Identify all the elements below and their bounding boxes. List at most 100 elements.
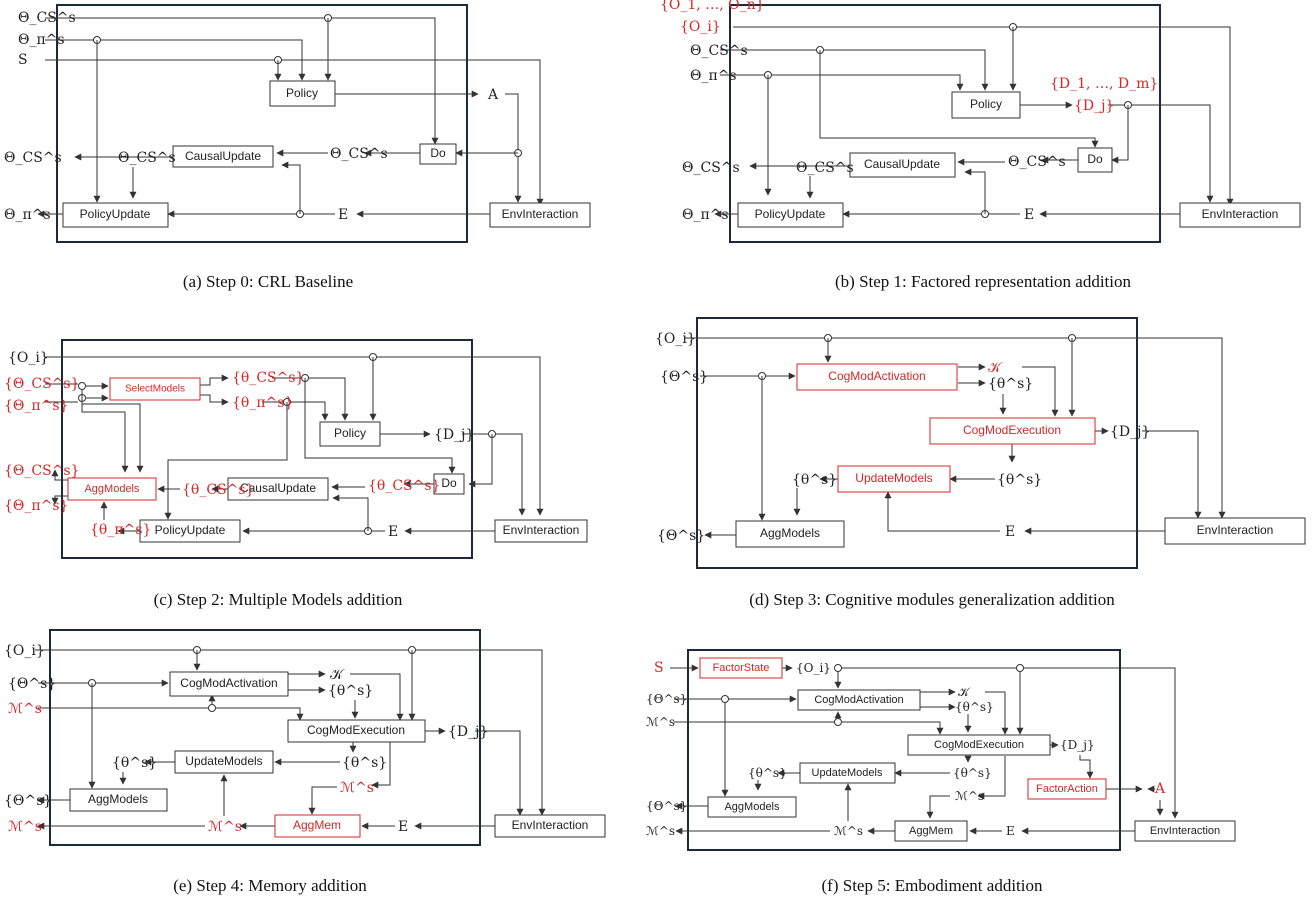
label-o-i: {O_i} (796, 661, 831, 675)
policy-label: Policy (970, 97, 1002, 111)
label-k: 𝒦 (988, 360, 1003, 376)
input-o-i: {O_i} (4, 643, 45, 659)
label-theta-activation: {θ^s} (988, 376, 1033, 392)
cog-mod-execution-box (929, 417, 1096, 445)
output-theta: {Θ^s} (646, 799, 687, 813)
input-theta-pi: Θ_π^s (18, 32, 65, 48)
agg-models-label: AggModels (724, 801, 780, 813)
cog-mod-execution-label: CogModExecution (934, 739, 1024, 751)
label-theta-activation: {θ^s} (955, 700, 994, 714)
env-interaction-box (1134, 820, 1236, 842)
cog-mod-execution-box (907, 734, 1051, 756)
policy-box (951, 91, 1021, 119)
label-theta-cs-select: {θ_CS^s} (232, 370, 304, 386)
agg-mem-label: AggMem (293, 818, 341, 832)
label-e: E (388, 524, 398, 540)
cog-mod-execution-label: CogModExecution (963, 423, 1061, 437)
caption-c: (c) Step 2: Multiple Models addition (154, 590, 403, 609)
caption-f: (f) Step 5: Embodiment addition (822, 876, 1043, 895)
input-theta: {Θ^s} (646, 692, 687, 706)
label-e: E (1005, 524, 1015, 540)
cog-mod-execution-box (287, 719, 426, 743)
label-a: A (1154, 781, 1166, 797)
output-theta-cs: Θ_CS^s (4, 150, 62, 166)
agg-models-box (707, 796, 797, 818)
label-theta-update: {θ^s} (748, 766, 787, 780)
panel-c: SelectModels Policy Do CausalUpdate AggM… (4, 339, 588, 609)
cog-mod-activation-box (796, 363, 958, 391)
update-models-label: UpdateModels (185, 754, 262, 768)
input-o-i: {O_i} (8, 350, 49, 366)
label-theta-update: {θ^s} (112, 755, 157, 771)
label-theta-execution: {θ^s} (997, 472, 1042, 488)
input-memory: ℳ^s (646, 715, 675, 729)
policy-update-box (62, 202, 169, 228)
label-memory-execution: ℳ^s (955, 789, 984, 803)
label-memory-aggmem: ℳ^s (834, 824, 863, 838)
update-models-box (837, 465, 951, 493)
input-memory: ℳ^s (8, 701, 42, 717)
update-models-label: UpdateModels (855, 471, 932, 485)
env-interaction-label: EnvInteraction (1202, 207, 1279, 221)
label-theta-cs-do: {θ_CS^s} (368, 478, 440, 494)
env-interaction-label: EnvInteraction (1150, 825, 1220, 837)
panel-a: Policy Do CausalUpdate PolicyUpdate EnvI… (4, 4, 591, 291)
agg-models-label: AggModels (88, 792, 148, 806)
output-theta-pi: {Θ_π^s} (4, 498, 68, 514)
policy-label: Policy (334, 426, 366, 440)
panel-b-frame (729, 4, 1161, 243)
cog-mod-activation-box (797, 689, 921, 711)
agg-mem-box (274, 814, 361, 838)
causal-update-box (849, 152, 956, 178)
update-models-box (799, 762, 896, 784)
label-theta-pi-select: {θ_π^s} (232, 395, 293, 411)
label-d-j: {D_j} (434, 427, 474, 443)
input-theta-cs: Θ_CS^s (690, 43, 748, 59)
env-interaction-box (494, 814, 606, 838)
label-e: E (338, 207, 348, 223)
update-models-box (174, 750, 274, 774)
label-memory-aggmem: ℳ^s (208, 819, 242, 835)
label-theta-cs-update: Θ_CS^s (796, 160, 854, 176)
agg-models-box (67, 477, 157, 501)
output-theta: {Θ^s} (657, 528, 705, 544)
input-s: S (18, 52, 28, 68)
do-box (1077, 147, 1113, 173)
cog-mod-activation-label: CogModActivation (828, 369, 925, 383)
label-theta-cs-update: {θ_CS^s} (182, 482, 254, 498)
panel-e-frame (49, 629, 481, 846)
label-d-j: {D_j} (1060, 738, 1095, 752)
label-theta-execution: {θ^s} (953, 766, 992, 780)
do-box (433, 473, 465, 495)
env-interaction-box (489, 202, 591, 228)
causal-update-box (227, 477, 329, 501)
causal-update-label: CausalUpdate (185, 149, 261, 163)
label-theta-activation: {θ^s} (328, 683, 373, 699)
output-theta-cs: Θ_CS^s (682, 160, 740, 176)
panel-f-frame (687, 649, 1121, 851)
label-theta-cs-update: Θ_CS^s (118, 150, 176, 166)
output-theta-pi: Θ_π^s (4, 207, 51, 223)
label-k: 𝒦 (330, 667, 345, 683)
input-o-all: {O_1, …, O_n} (660, 0, 765, 13)
input-theta: {Θ^s} (660, 369, 708, 385)
do-label: Do (441, 476, 457, 490)
policy-update-label: PolicyUpdate (755, 207, 826, 221)
label-d-j: {D_j} (1110, 424, 1150, 440)
panel-e: CogModActivation CogModExecution UpdateM… (4, 629, 606, 895)
agg-mem-label: AggMem (909, 825, 953, 837)
env-interaction-label: EnvInteraction (503, 523, 580, 537)
panel-d-frame (696, 317, 1138, 569)
causal-update-label: CausalUpdate (240, 481, 316, 495)
causal-update-label: CausalUpdate (864, 157, 940, 171)
policy-box (319, 421, 381, 447)
label-d-j: {D_j} (1074, 98, 1114, 114)
label-a: A (487, 87, 499, 103)
env-interaction-label: EnvInteraction (502, 207, 579, 221)
update-models-label: UpdateModels (812, 767, 883, 779)
label-e: E (1024, 207, 1034, 223)
input-s: S (654, 660, 664, 676)
input-theta-pi: {Θ_π^s} (4, 398, 68, 414)
caption-d: (d) Step 3: Cognitive modules generaliza… (749, 590, 1115, 609)
